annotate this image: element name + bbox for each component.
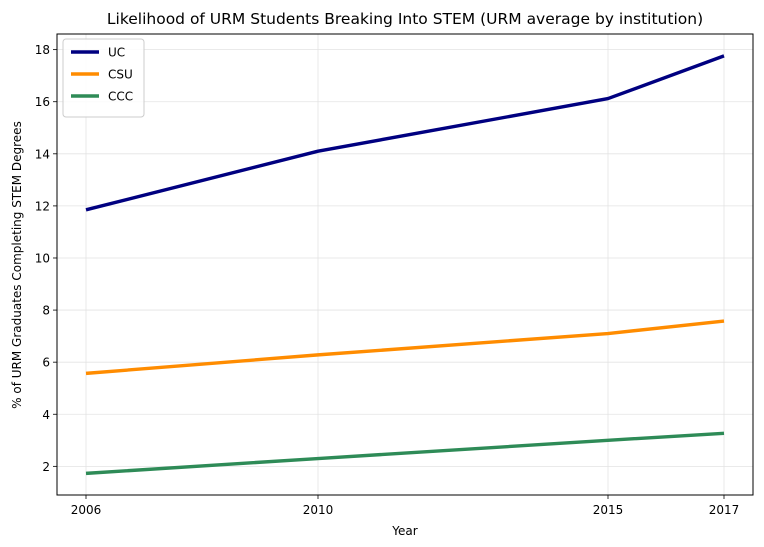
y-tick-label: 6	[42, 356, 50, 370]
tick-layer: 2006 2010 2015 2017 2 4 6 8 10 12 14 16 18	[35, 43, 740, 517]
x-tick-label: 2010	[303, 503, 334, 517]
series-line-csu	[85, 319, 725, 376]
legend-label-csu: CSU	[108, 68, 133, 82]
y-tick-label: 2	[42, 460, 50, 474]
x-tick-label: 2006	[71, 503, 102, 517]
y-tick-label: 12	[35, 199, 50, 213]
y-tick-label: 18	[35, 43, 50, 57]
y-axis-label: % of URM Graduates Completing STEM Degre…	[10, 121, 24, 409]
series-line-ccc	[85, 431, 725, 476]
x-tick-label: 2015	[593, 503, 624, 517]
legend-label-uc: UC	[108, 46, 125, 60]
chart-title: Likelihood of URM Students Breaking Into…	[107, 10, 703, 28]
y-tick-label: 4	[42, 408, 50, 422]
series-layer	[85, 54, 725, 476]
legend: UC CSU CCC	[62, 38, 145, 118]
series-line-uc	[85, 54, 725, 212]
y-tick-label: 8	[42, 304, 50, 318]
x-axis-label: Year	[391, 524, 417, 538]
y-tick-label: 10	[35, 251, 50, 265]
legend-label-ccc: CCC	[108, 90, 133, 104]
y-tick-label: 14	[35, 147, 50, 161]
grid-layer	[57, 34, 753, 495]
y-tick-label: 16	[35, 95, 50, 109]
plot-frame	[56, 33, 754, 496]
x-tick-label: 2017	[709, 503, 740, 517]
